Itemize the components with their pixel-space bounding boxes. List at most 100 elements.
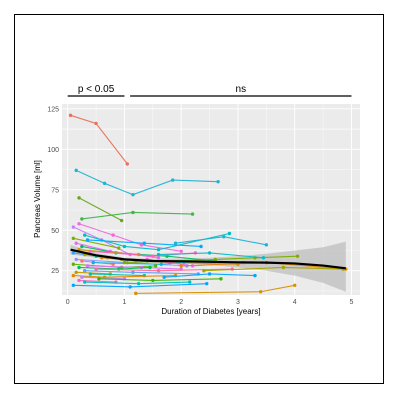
data-point bbox=[74, 241, 78, 245]
series-line bbox=[173, 235, 269, 247]
series-line bbox=[71, 262, 158, 270]
x-tick-label: 0 bbox=[66, 299, 70, 306]
y-tick-labels: 25 50 75 100 125 bbox=[47, 106, 59, 275]
y-tick-label: 100 bbox=[47, 147, 59, 154]
data-point bbox=[156, 269, 161, 273]
data-point bbox=[119, 218, 124, 223]
data-point bbox=[111, 233, 115, 237]
data-point bbox=[151, 278, 155, 283]
data-point bbox=[94, 267, 98, 271]
data-point bbox=[207, 251, 212, 255]
data-point bbox=[80, 259, 84, 263]
series-line bbox=[77, 222, 183, 253]
series-line bbox=[156, 251, 266, 260]
trend-line bbox=[70, 248, 346, 270]
data-point bbox=[88, 249, 93, 253]
data-point bbox=[71, 236, 76, 241]
data-point bbox=[131, 210, 135, 215]
trend-group bbox=[70, 248, 346, 270]
data-point bbox=[71, 225, 76, 229]
y-tick-label: 50 bbox=[51, 228, 59, 235]
data-point bbox=[74, 168, 78, 173]
series-path bbox=[78, 197, 122, 222]
data-point bbox=[170, 178, 175, 182]
data-point bbox=[80, 217, 84, 221]
series-line bbox=[162, 272, 257, 279]
data-point bbox=[71, 283, 76, 287]
data-point bbox=[264, 243, 269, 247]
series-line bbox=[134, 283, 297, 296]
data-point bbox=[162, 275, 166, 279]
data-point bbox=[97, 277, 101, 281]
series-line bbox=[71, 236, 121, 250]
data-point bbox=[117, 246, 121, 250]
data-point bbox=[85, 264, 90, 268]
data-point bbox=[173, 241, 178, 245]
data-point bbox=[74, 270, 78, 275]
series-path bbox=[81, 276, 125, 280]
series-path bbox=[78, 223, 182, 252]
data-point bbox=[77, 265, 81, 270]
data-point bbox=[77, 278, 81, 283]
data-point bbox=[156, 256, 161, 260]
data-point bbox=[83, 280, 87, 284]
data-point bbox=[74, 257, 78, 262]
confidence-band bbox=[70, 241, 346, 292]
data-point bbox=[139, 243, 144, 247]
data-point bbox=[153, 264, 158, 268]
data-point bbox=[131, 270, 135, 275]
data-point bbox=[88, 272, 93, 276]
data-point bbox=[295, 254, 300, 258]
data-point bbox=[142, 241, 147, 245]
data-point bbox=[253, 273, 257, 278]
series-line bbox=[71, 281, 209, 289]
data-point bbox=[131, 192, 135, 197]
x-tick-label: 4 bbox=[293, 299, 297, 306]
data-point bbox=[134, 291, 138, 296]
data-point bbox=[94, 121, 98, 126]
series-line bbox=[74, 168, 220, 197]
data-point bbox=[102, 181, 107, 186]
significance-label: ns bbox=[236, 84, 247, 95]
data-point bbox=[148, 265, 152, 270]
data-point bbox=[213, 257, 217, 262]
data-point bbox=[71, 251, 76, 255]
series-line bbox=[77, 196, 124, 223]
data-point bbox=[293, 283, 297, 287]
x-tick-label: 5 bbox=[350, 299, 354, 306]
series-path bbox=[73, 237, 119, 249]
data-point bbox=[219, 277, 223, 281]
data-point bbox=[205, 281, 209, 286]
data-point bbox=[68, 113, 73, 118]
data-point bbox=[83, 233, 87, 237]
y-tick-label: 25 bbox=[51, 268, 59, 275]
series-path bbox=[81, 245, 216, 262]
series-line bbox=[85, 238, 203, 249]
x-axis-title: Duration of Diabetes [years] bbox=[161, 307, 260, 316]
data-point bbox=[83, 269, 87, 273]
data-point bbox=[216, 179, 220, 184]
series-line bbox=[80, 210, 195, 221]
figure-frame bbox=[14, 14, 384, 384]
data-point bbox=[179, 249, 183, 253]
data-point bbox=[136, 281, 141, 286]
data-point bbox=[156, 252, 161, 257]
series-group bbox=[68, 113, 348, 296]
data-point bbox=[261, 256, 266, 260]
data-point bbox=[222, 235, 226, 239]
data-point bbox=[80, 275, 84, 279]
series-line bbox=[97, 277, 223, 283]
series-line bbox=[68, 113, 129, 166]
data-point bbox=[77, 196, 81, 200]
data-point bbox=[85, 238, 90, 242]
y-tick-label: 125 bbox=[47, 106, 59, 113]
data-point bbox=[188, 280, 192, 284]
y-tick-label: 75 bbox=[51, 187, 59, 194]
data-point bbox=[202, 269, 206, 273]
data-point bbox=[122, 244, 127, 249]
x-tick-label: 2 bbox=[179, 299, 183, 306]
data-point bbox=[207, 272, 212, 276]
data-point bbox=[108, 272, 112, 276]
data-point bbox=[151, 254, 155, 258]
